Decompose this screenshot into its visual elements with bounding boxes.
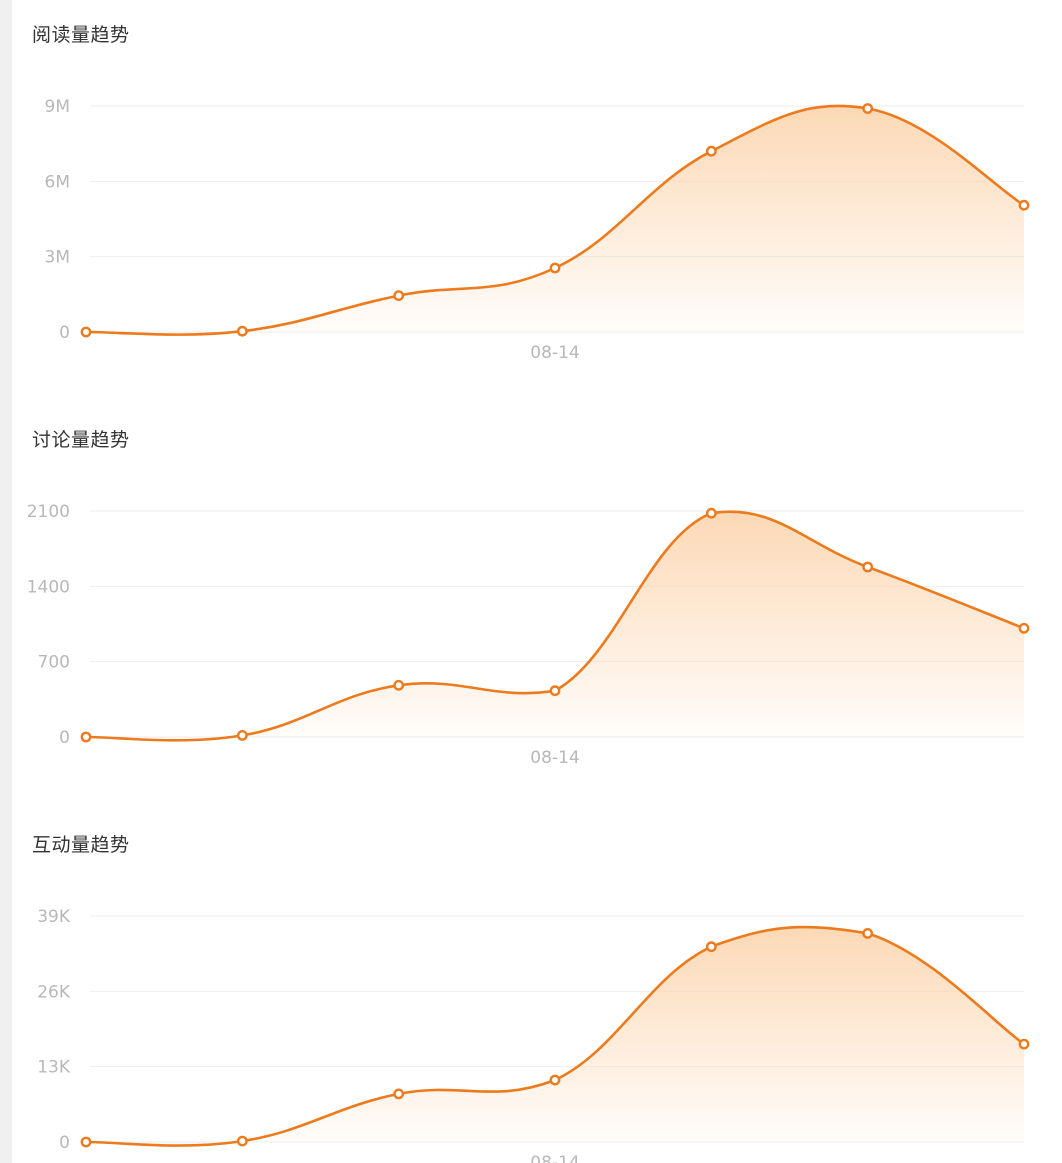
y-tick-label: 26K <box>37 982 71 1002</box>
data-point[interactable] <box>549 262 561 274</box>
data-point[interactable] <box>862 103 874 114</box>
data-point[interactable] <box>236 1135 248 1147</box>
data-point[interactable] <box>1018 1038 1030 1050</box>
data-point[interactable] <box>1018 199 1030 211</box>
y-tick-label: 39K <box>37 907 71 927</box>
data-point[interactable] <box>549 1074 561 1086</box>
x-tick-label: 08-14 <box>530 343 579 363</box>
y-tick-label: 700 <box>38 653 70 673</box>
y-tick-label: 0 <box>59 1133 70 1153</box>
data-point[interactable] <box>862 561 874 573</box>
chart-svg: 0 13K 26K 39K 08-14 <box>37 907 1030 1163</box>
chart-panel-interactions: 互动量趋势 0 13K 26K 39K 08-14 <box>12 810 1062 1163</box>
data-point[interactable] <box>549 685 561 697</box>
x-tick-label: 08-14 <box>530 1153 579 1163</box>
chart-panel-discussions: 讨论量趋势 0 700 1400 2100 08-14 <box>12 405 1062 810</box>
chart-title: 阅读量趋势 <box>32 24 130 46</box>
y-tick-label: 0 <box>59 728 70 748</box>
y-tick-label: 2100 <box>27 502 70 522</box>
data-point[interactable] <box>236 729 248 741</box>
data-point[interactable] <box>393 1088 405 1100</box>
data-point[interactable] <box>862 928 874 939</box>
data-point[interactable] <box>80 731 92 743</box>
trend-card: 阅读量趋势 0 3M 6M 9M 08-14 讨论量趋势 0 700 1400 2100 08-… <box>12 0 1062 1163</box>
chart-title: 讨论量趋势 <box>32 429 130 451</box>
x-tick-label: 08-14 <box>530 748 579 768</box>
data-point[interactable] <box>705 145 717 157</box>
y-tick-label: 0 <box>59 323 70 343</box>
y-tick-label: 9M <box>45 97 70 117</box>
series-area <box>86 511 1024 741</box>
y-tick-label: 6M <box>45 172 70 192</box>
data-point[interactable] <box>705 941 717 953</box>
data-point[interactable] <box>1018 622 1030 634</box>
y-tick-label: 1400 <box>27 577 70 597</box>
data-point[interactable] <box>80 326 92 338</box>
data-point[interactable] <box>393 290 405 301</box>
chart-svg: 0 3M 6M 9M 08-14 <box>45 97 1030 363</box>
series-area <box>86 927 1024 1146</box>
y-tick-label: 3M <box>45 248 70 268</box>
data-point[interactable] <box>705 507 717 519</box>
y-tick-label: 13K <box>37 1058 71 1078</box>
series-area <box>86 105 1024 335</box>
data-point[interactable] <box>393 679 405 691</box>
chart-title: 互动量趋势 <box>32 834 130 856</box>
chart-panel-reads: 阅读量趋势 0 3M 6M 9M 08-14 <box>12 0 1062 405</box>
data-point[interactable] <box>236 325 248 337</box>
chart-svg: 0 700 1400 2100 08-14 <box>27 502 1030 768</box>
data-point[interactable] <box>80 1136 92 1148</box>
